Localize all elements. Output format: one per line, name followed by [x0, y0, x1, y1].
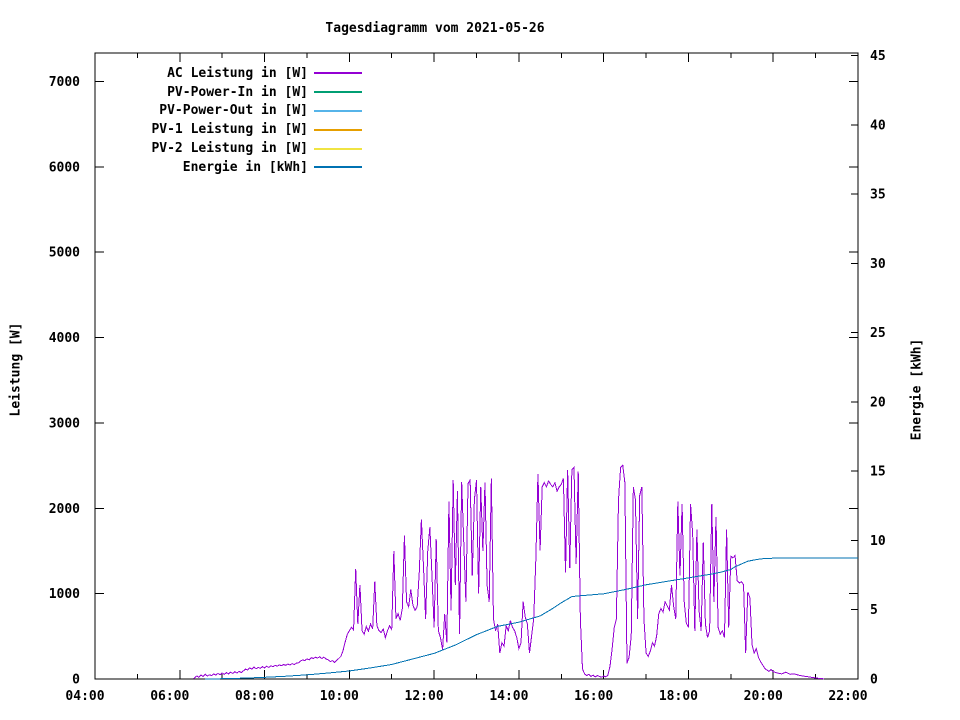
y2-tick-label: 20	[870, 395, 886, 410]
x-tick-label: 10:00	[320, 689, 359, 704]
x-tick-label: 06:00	[150, 689, 189, 704]
y1-tick-label: 7000	[49, 75, 80, 90]
y2-tick-label: 45	[870, 49, 886, 64]
x-tick-label: 20:00	[744, 689, 783, 704]
y2-tick-label: 15	[870, 465, 886, 480]
legend: AC Leistung in [W] PV-Power-In in [W] PV-P…	[98, 64, 362, 177]
series-line-energie-in-kwh	[205, 557, 858, 680]
y1-tick-label: 3000	[49, 416, 80, 431]
y2-tick-label: 40	[870, 118, 886, 133]
y2-tick-label: 30	[870, 257, 886, 272]
x-tick-label: 12:00	[405, 689, 444, 704]
legend-row-pv-1-leistung-in-w: PV-1 Leistung in [W]	[98, 120, 362, 139]
legend-label-pv-1-leistung-in-w: PV-1 Leistung in [W]	[151, 122, 308, 138]
y2-tick-label: 5	[870, 603, 878, 618]
x-tick-label: 14:00	[489, 689, 528, 704]
legend-line-sample-energie-in-kwh	[314, 166, 362, 169]
y1-tick-label: 2000	[49, 502, 80, 517]
y2-tick-label: 10	[870, 534, 886, 549]
x-tick-label: 22:00	[828, 689, 867, 704]
y1-tick-label: 6000	[49, 160, 80, 175]
x-tick-label: 04:00	[65, 689, 104, 704]
y1-tick-label: 1000	[49, 587, 80, 602]
legend-row-energie-in-kwh: Energie in [kWh]	[98, 158, 362, 177]
legend-label-ac-leistung-in-w: AC Leistung in [W]	[167, 65, 308, 81]
y2-tick-label: 25	[870, 326, 886, 341]
x-tick-label: 08:00	[235, 689, 274, 704]
legend-line-sample-pv-power-out-in-w	[314, 109, 362, 112]
legend-line-sample-ac-leistung-in-w	[314, 72, 362, 75]
legend-label-pv-power-in-in-w: PV-Power-In in [W]	[167, 84, 308, 100]
series-line-ac-leistung-in-w	[193, 464, 825, 680]
legend-label-pv-power-out-in-w: PV-Power-Out in [W]	[159, 103, 308, 119]
legend-row-ac-leistung-in-w: AC Leistung in [W]	[98, 64, 362, 83]
y1-tick-label: 5000	[49, 246, 80, 261]
legend-label-pv-2-leistung-in-w: PV-2 Leistung in [W]	[151, 141, 308, 157]
chart-title: Tagesdiagramm vom 2021-05-26	[325, 21, 545, 36]
legend-line-sample-pv-power-in-in-w	[314, 91, 362, 94]
x-tick-label: 16:00	[574, 689, 613, 704]
y2-tick-label: 0	[870, 673, 878, 688]
legend-line-sample-pv-2-leistung-in-w	[314, 147, 362, 150]
legend-row-pv-power-out-in-w: PV-Power-Out in [W]	[98, 102, 362, 121]
y2-tick-label: 35	[870, 188, 886, 203]
legend-label-energie-in-kwh: Energie in [kWh]	[182, 159, 308, 175]
legend-row-pv-2-leistung-in-w: PV-2 Leistung in [W]	[98, 139, 362, 158]
y1-tick-label: 0	[72, 673, 80, 688]
legend-line-sample-pv-1-leistung-in-w	[314, 128, 362, 131]
x-tick-label: 18:00	[659, 689, 698, 704]
legend-row-pv-power-in-in-w: PV-Power-In in [W]	[98, 83, 362, 102]
y1-tick-label: 4000	[49, 331, 80, 346]
